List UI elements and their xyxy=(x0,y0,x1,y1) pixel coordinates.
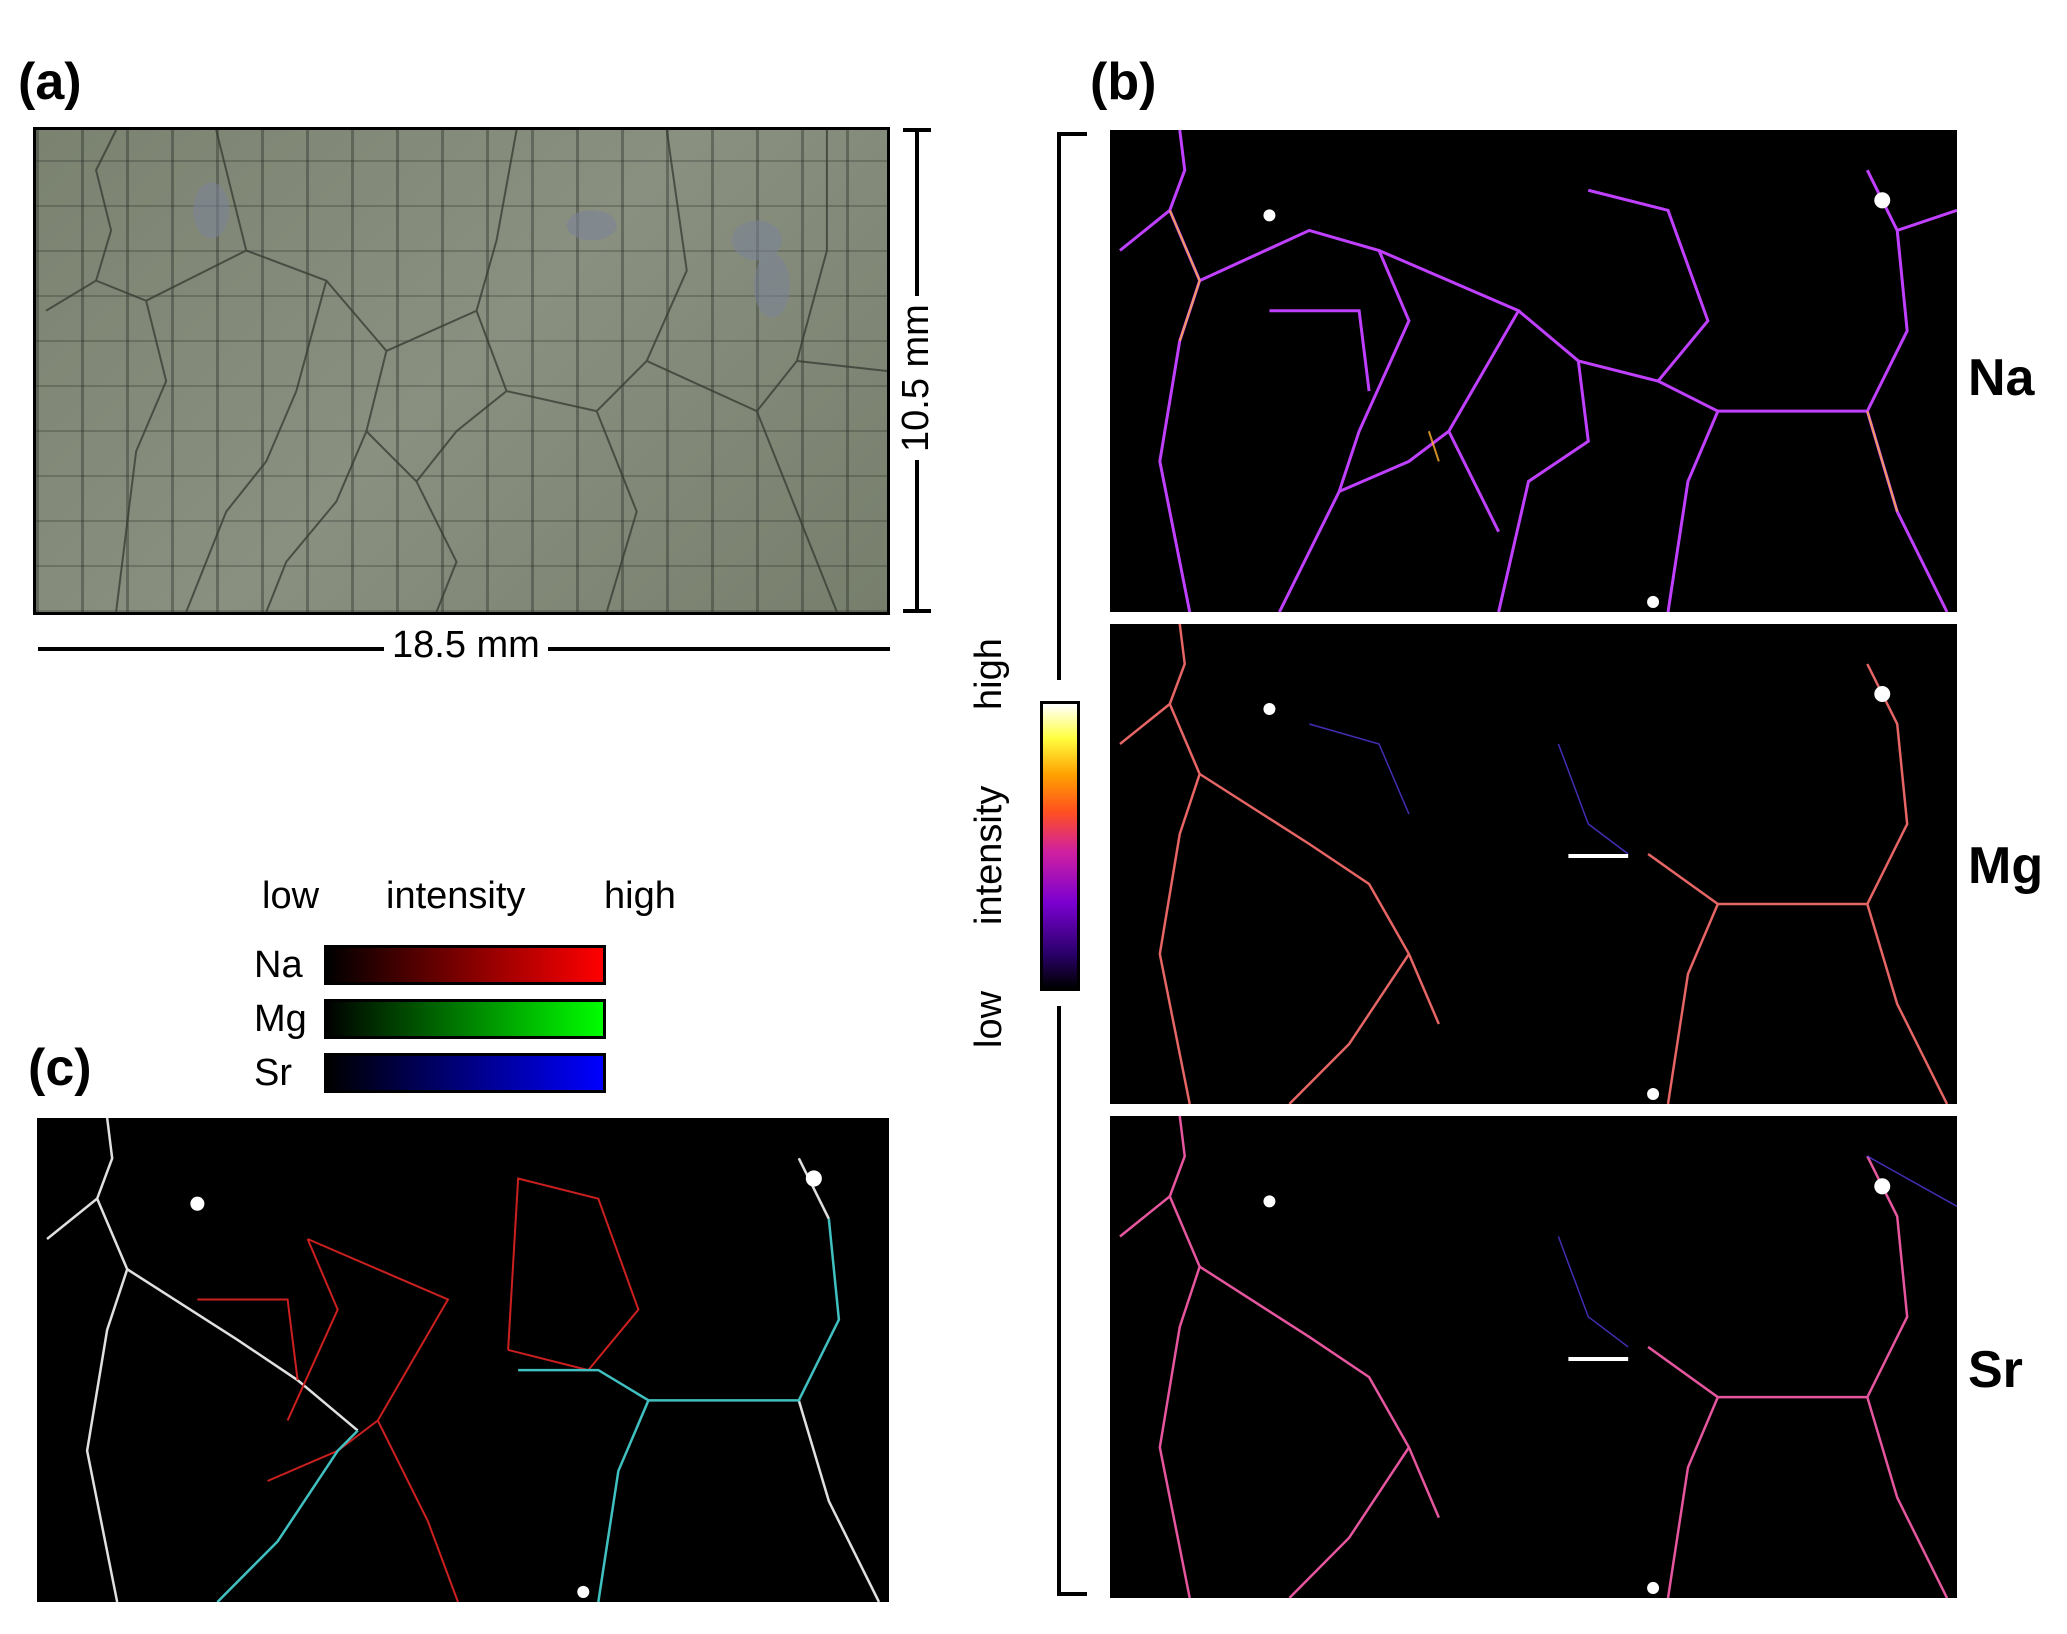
element-label-na: Na xyxy=(1968,349,2035,407)
colorbar-low-label: low xyxy=(968,990,1010,1048)
bracket-lower xyxy=(1057,1006,1061,1596)
legend-bar-na xyxy=(324,945,606,985)
legend-row-label-mg: Mg xyxy=(254,998,307,1040)
grain-boundaries-mg xyxy=(1119,624,1949,1104)
legend-high-label: high xyxy=(604,875,676,917)
scale-width-label: 18.5 mm xyxy=(384,624,548,667)
scale-height-label: 10.5 mm xyxy=(895,296,938,460)
bracket-upper xyxy=(1057,132,1061,680)
legend-low-label: low xyxy=(262,875,320,917)
grain-boundaries-sr xyxy=(1119,1116,1957,1598)
legend-title: intensity xyxy=(386,875,526,917)
legend-bar-mg xyxy=(324,999,606,1039)
element-label-sr: Sr xyxy=(1968,1341,2023,1399)
colorbar-high-label: high xyxy=(968,638,1010,710)
scale-bar-bottom-tick xyxy=(903,609,931,613)
panel-label-c: (c) xyxy=(28,1039,92,1097)
legend-bar-sr xyxy=(324,1053,606,1093)
grain-boundaries-composite xyxy=(46,1118,881,1602)
rgb-composite-map xyxy=(37,1118,889,1602)
grain-boundaries-na xyxy=(1119,130,1957,612)
colorbar-title: intensity xyxy=(968,785,1010,925)
bracket-top-tick xyxy=(1057,132,1087,136)
scale-bar-top-tick xyxy=(903,128,931,132)
bracket-bottom-tick xyxy=(1057,1592,1087,1596)
element-map-mg xyxy=(1110,624,1957,1104)
legend-row-label-na: Na xyxy=(254,944,303,986)
panel-label-b: (b) xyxy=(1090,53,1157,111)
element-label-mg: Mg xyxy=(1968,837,2044,895)
optical-micrograph xyxy=(33,127,890,615)
element-map-na xyxy=(1110,130,1957,612)
panel-label-a: (a) xyxy=(18,53,82,111)
legend-row-label-sr: Sr xyxy=(254,1052,292,1094)
grain-boundaries-optical xyxy=(45,130,887,612)
element-map-sr xyxy=(1110,1116,1957,1598)
intensity-colorbar xyxy=(1040,701,1080,991)
